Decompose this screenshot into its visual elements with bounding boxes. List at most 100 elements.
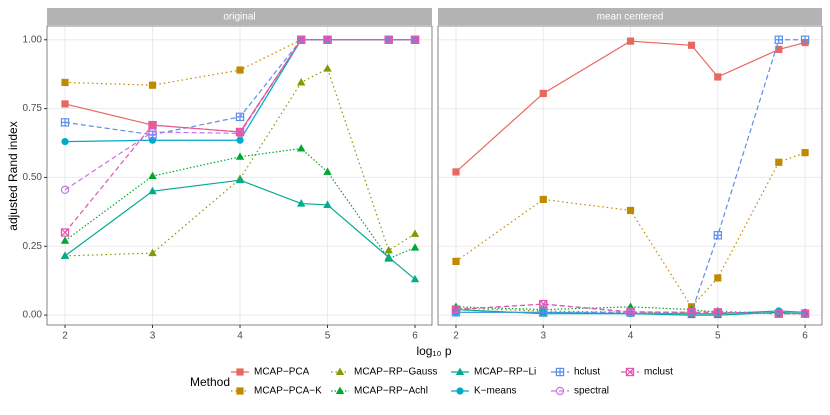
point [626, 37, 635, 45]
marker [60, 228, 70, 237]
marker [713, 308, 722, 317]
marker [626, 307, 635, 316]
point [296, 144, 306, 152]
marker [800, 309, 810, 318]
marker [452, 257, 460, 266]
marker [384, 35, 393, 44]
strip-label: mean centered [597, 12, 664, 23]
marker [555, 386, 565, 396]
marker [774, 309, 783, 318]
marker [775, 45, 783, 54]
point [625, 367, 635, 377]
point [539, 195, 547, 204]
strip [47, 8, 432, 25]
marker [296, 35, 306, 44]
legend-label: MCAP−PCA−K [254, 386, 322, 397]
marker [801, 149, 809, 157]
marker [451, 305, 461, 314]
marker [384, 252, 393, 261]
legend-title: Method [190, 375, 230, 389]
point [236, 368, 244, 376]
x-tick-label: 2 [453, 331, 459, 342]
x-tick-label: 3 [540, 331, 546, 342]
marker [452, 168, 460, 176]
point [148, 120, 157, 130]
marker [384, 245, 393, 254]
y-axis-title: adjusted Rand index [6, 121, 20, 230]
point [687, 41, 696, 49]
marker [323, 200, 332, 208]
point [410, 229, 420, 237]
panel-background [438, 26, 822, 325]
x-tick-label: 3 [150, 331, 156, 342]
marker [236, 136, 244, 144]
marker [61, 118, 69, 126]
point [410, 243, 420, 251]
point [335, 367, 345, 375]
point [323, 167, 332, 175]
point [60, 236, 70, 244]
point [713, 231, 722, 240]
point [148, 81, 157, 89]
point [235, 127, 245, 137]
point [775, 158, 783, 166]
marker [539, 300, 548, 309]
marker [539, 195, 547, 204]
marker [323, 35, 332, 44]
panel-border [437, 25, 823, 326]
marker [236, 66, 244, 74]
y-tick-label: 0.25 [23, 241, 43, 252]
marker [323, 35, 332, 44]
marker [335, 367, 345, 375]
marker [410, 274, 420, 283]
point [714, 73, 722, 81]
point [774, 309, 784, 318]
marker [626, 206, 635, 215]
legend-label: mclust [644, 367, 673, 378]
point [800, 35, 810, 44]
legend-label: MCAP−PCA [254, 367, 310, 378]
y-tick-label: 0.50 [23, 172, 43, 183]
marker [456, 387, 464, 395]
point [236, 66, 244, 74]
point [452, 257, 460, 266]
point [236, 136, 244, 144]
marker [539, 308, 547, 316]
marker [713, 308, 722, 317]
point [626, 307, 635, 316]
marker [236, 127, 245, 137]
legend-label: MCAP−RP−Li [474, 367, 536, 378]
point [148, 186, 157, 195]
marker [539, 299, 548, 309]
marker [539, 89, 547, 98]
marker [148, 120, 157, 130]
marker [556, 368, 564, 376]
marker [775, 36, 783, 44]
marker [235, 127, 245, 137]
point [384, 245, 393, 254]
point [539, 308, 548, 317]
x-tick-label: 6 [802, 331, 808, 342]
panel-border [46, 25, 433, 326]
point [323, 64, 332, 72]
marker [236, 368, 244, 376]
point [61, 78, 69, 87]
point [61, 138, 69, 146]
marker [235, 152, 245, 160]
marker [296, 78, 306, 86]
marker [714, 274, 722, 282]
marker [60, 185, 70, 195]
point [775, 45, 783, 54]
point [60, 185, 70, 195]
marker [296, 199, 306, 207]
point [235, 175, 245, 184]
marker [61, 100, 69, 108]
marker [410, 35, 420, 44]
point [555, 367, 565, 377]
marker [61, 228, 70, 237]
x-tick-label: 5 [715, 331, 721, 342]
marker [235, 175, 245, 184]
point [60, 118, 70, 127]
marker [455, 367, 465, 375]
